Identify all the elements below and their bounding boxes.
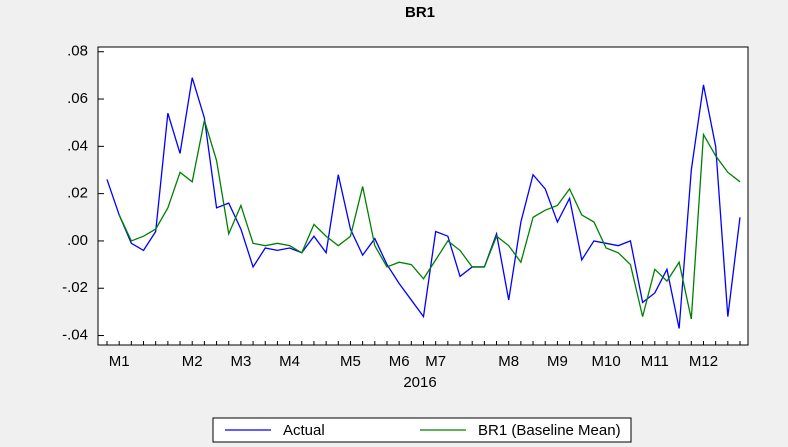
y-tick-label: .00 (67, 232, 88, 249)
x-tick-label: M8 (498, 353, 519, 370)
series-line (106, 77, 741, 329)
x-tick-label: M2 (182, 353, 203, 370)
legend-label: BR1 (Baseline Mean) (478, 422, 621, 439)
x-tick-label: M1 (109, 353, 130, 370)
y-tick-label: .02 (67, 185, 88, 202)
chart-title: BR1 (405, 4, 435, 21)
x-tick-label: M5 (340, 353, 361, 370)
y-tick-label: .04 (67, 137, 88, 154)
x-tick-label: M7 (425, 353, 446, 370)
plot-area (97, 46, 749, 346)
y-tick-label: -.02 (62, 279, 88, 296)
x-tick-label: M9 (547, 353, 568, 370)
series-line (118, 120, 741, 320)
x-tick-label: M3 (230, 353, 251, 370)
y-tick-label: .08 (67, 43, 88, 60)
x-tick-label: M10 (592, 353, 621, 370)
x-tick-label: M4 (279, 353, 300, 370)
y-tick-label: .06 (67, 90, 88, 107)
y-tick-label: -.04 (62, 327, 88, 344)
legend-label: Actual (283, 422, 325, 439)
x-tick-label: M11 (641, 353, 669, 370)
x-tick-label: M12 (689, 353, 718, 370)
x-tick-label: M6 (389, 353, 410, 370)
x-axis-label: 2016 (403, 374, 436, 391)
